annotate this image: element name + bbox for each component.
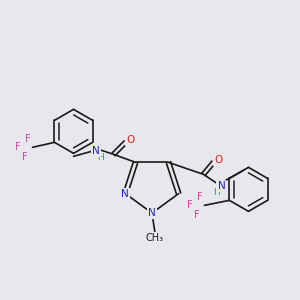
Text: O: O xyxy=(214,155,223,165)
Text: F: F xyxy=(22,152,27,162)
Text: N: N xyxy=(148,208,156,218)
Text: F: F xyxy=(194,210,199,220)
Text: N: N xyxy=(122,189,129,199)
Text: H: H xyxy=(97,153,104,162)
Text: H: H xyxy=(213,188,220,197)
Text: N: N xyxy=(218,181,225,191)
Text: F: F xyxy=(196,192,202,202)
Text: F: F xyxy=(15,142,20,152)
Text: CH₃: CH₃ xyxy=(146,233,164,243)
Text: O: O xyxy=(126,135,135,145)
Text: N: N xyxy=(92,146,99,156)
Text: F: F xyxy=(187,200,192,210)
Text: F: F xyxy=(25,134,30,144)
